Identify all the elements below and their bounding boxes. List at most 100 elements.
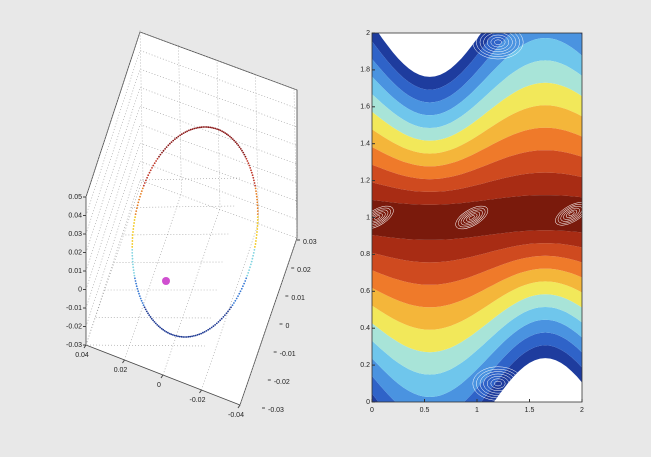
trajectory-dot — [138, 295, 141, 297]
trajectory-dot — [147, 312, 149, 315]
trajectory-dot — [254, 184, 256, 187]
trajectory-dot — [254, 187, 257, 190]
trajectory-dot — [249, 266, 251, 269]
trajectory-dot — [138, 198, 141, 201]
trajectory-dot — [233, 139, 236, 142]
trajectory-dot — [159, 153, 162, 156]
trajectory-dot — [256, 231, 258, 233]
trajectory-dot — [256, 207, 259, 210]
trajectory-dot — [248, 164, 251, 167]
island — [565, 209, 578, 218]
trajectory-dot — [179, 134, 182, 137]
trajectory-dot — [145, 179, 147, 182]
axes-2d — [371, 32, 583, 403]
trajectory-dot — [155, 160, 158, 162]
z-tick-label: 0.05 — [68, 194, 82, 201]
trajectory-dot — [147, 174, 150, 177]
trajectory-dot — [204, 126, 206, 128]
trajectory-dot — [230, 306, 232, 309]
trajectory-dot — [131, 260, 134, 263]
trajectory-dot — [160, 327, 163, 330]
x-tick-label: 1 — [475, 407, 479, 414]
y-tick — [199, 389, 202, 394]
island — [486, 34, 510, 50]
trajectory-dot — [256, 228, 259, 230]
z-tick-label: 0.02 — [68, 249, 82, 256]
trajectory-dot — [154, 322, 157, 325]
trajectory-dot — [188, 129, 190, 132]
phase-band — [372, 33, 582, 103]
y-tick-label: 1.4 — [360, 141, 370, 148]
phase-band — [372, 345, 582, 402]
trajectory-dot — [250, 260, 253, 263]
trajectory-dot — [165, 331, 168, 333]
trajectory-dot — [146, 176, 149, 179]
trajectory-dot — [225, 312, 228, 315]
trajectory-dot — [211, 126, 213, 129]
island — [494, 380, 502, 387]
trajectory-dot — [134, 277, 136, 280]
x-tick-label: 0.03 — [303, 239, 317, 246]
trajectory-dot — [234, 141, 237, 144]
y-tick-label: 2 — [366, 30, 370, 37]
y-tick-label: 0.4 — [360, 325, 370, 332]
trajectory-dot — [175, 136, 178, 139]
x-tick-label: 0 — [286, 323, 290, 330]
x-tick-label: -0.03 — [268, 407, 284, 414]
trajectory-dot — [134, 280, 137, 282]
phase-band — [372, 255, 582, 308]
trajectory-dot — [220, 317, 223, 320]
trajectory-dot — [136, 207, 138, 210]
trajectory-dot — [133, 222, 136, 224]
island — [479, 371, 517, 396]
marker — [162, 277, 170, 285]
trajectory-dot — [197, 126, 199, 129]
trajectory-dot — [141, 302, 144, 304]
trajectory-dot — [133, 272, 135, 274]
y-tick-label: -0.02 — [190, 397, 206, 404]
trajectory-dot — [202, 126, 205, 128]
trajectory-dot — [153, 162, 156, 165]
trajectory-dot — [222, 131, 225, 134]
trajectory-dot — [162, 328, 165, 331]
trajectory-dot — [174, 138, 176, 141]
y-tick-label: 1 — [366, 214, 370, 221]
grid-line — [85, 344, 206, 347]
trajectory-dot — [215, 322, 218, 325]
trajectory-dot — [180, 335, 183, 338]
trajectory-dot — [137, 201, 140, 204]
y-tick-label: 0.6 — [360, 288, 370, 295]
x-tick-label: 0 — [370, 407, 374, 414]
trajectory-dot — [216, 128, 219, 131]
trajectory-dot — [149, 316, 152, 318]
island — [476, 368, 520, 399]
trajectory-dot — [191, 335, 194, 338]
trajectory-dot — [234, 299, 237, 302]
trajectory-dot — [230, 136, 233, 139]
trajectory-dot — [143, 306, 146, 309]
trajectory-dot — [149, 169, 152, 172]
island — [455, 205, 489, 230]
trajectory-dot — [256, 204, 259, 207]
trajectory-dot — [163, 330, 166, 332]
phase-band — [372, 172, 582, 205]
island — [463, 211, 481, 224]
island — [466, 213, 478, 222]
trajectory-dot — [253, 249, 256, 251]
x-tick-label: -0.02 — [274, 379, 290, 386]
trajectory-dot — [203, 331, 206, 333]
trajectory-dot — [237, 144, 240, 147]
island — [490, 37, 506, 48]
trajectory-dot — [245, 157, 248, 160]
phase-band — [372, 82, 582, 154]
phase-band — [372, 217, 582, 240]
trajectory-dot — [185, 336, 188, 338]
trajectory-dot — [134, 216, 137, 219]
trajectory-dot — [256, 213, 259, 216]
trajectory-dot — [135, 282, 138, 285]
island — [472, 33, 524, 60]
trajectory-dot — [249, 167, 252, 169]
trajectory-dot — [256, 222, 259, 224]
trajectory-dot — [142, 304, 145, 307]
